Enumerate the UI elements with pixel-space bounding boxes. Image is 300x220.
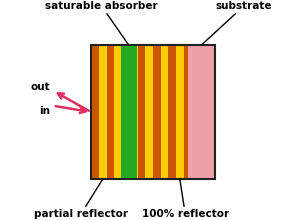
Bar xyxy=(153,45,161,179)
Bar xyxy=(122,45,130,179)
Text: 100% reflector: 100% reflector xyxy=(142,179,229,219)
Bar xyxy=(168,45,176,179)
Bar xyxy=(99,45,106,179)
Text: substrate: substrate xyxy=(201,1,272,45)
Bar xyxy=(176,45,184,179)
Bar xyxy=(145,45,153,179)
Text: in: in xyxy=(39,106,50,116)
Bar xyxy=(121,45,137,179)
Bar xyxy=(91,45,99,179)
Bar xyxy=(199,45,207,179)
Text: saturable absorber: saturable absorber xyxy=(45,1,158,45)
Bar xyxy=(191,45,199,179)
Bar xyxy=(130,45,137,179)
Bar xyxy=(137,45,145,179)
Bar xyxy=(161,45,168,179)
Bar xyxy=(106,45,114,179)
Text: partial reflector: partial reflector xyxy=(34,179,128,219)
Bar xyxy=(207,45,215,179)
Bar xyxy=(91,45,215,179)
Text: out: out xyxy=(30,82,50,92)
Bar xyxy=(184,45,191,179)
Bar xyxy=(114,45,122,179)
Bar xyxy=(188,45,215,179)
